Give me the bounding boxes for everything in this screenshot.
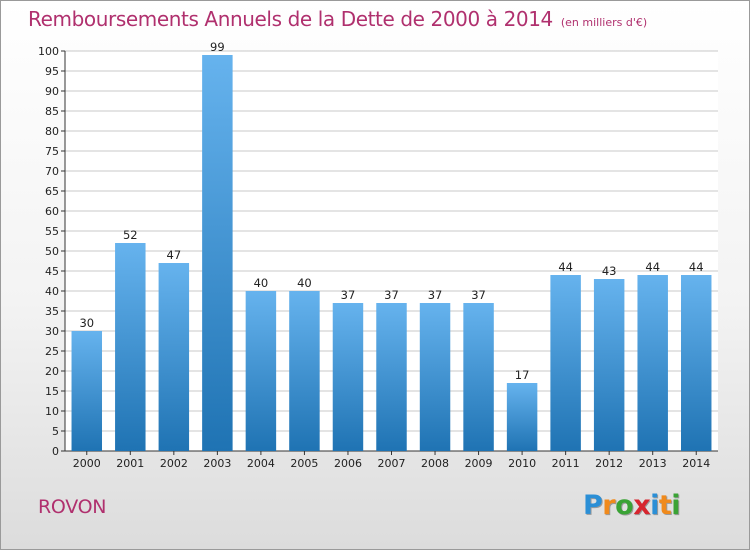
x-tick-label: 2008 [421,457,449,470]
bar-value-label: 43 [602,264,617,278]
logo-word: Proxiti [583,490,681,521]
y-tick-label: 80 [45,125,59,138]
logo-shadow: Proxiti [584,491,682,522]
bar-value-label: 44 [689,260,704,274]
x-tick-label: 2002 [160,457,188,470]
bar-value-label: 37 [428,288,443,302]
x-tick-label: 2011 [552,457,580,470]
bar-value-label: 40 [297,276,312,290]
chart-title: Remboursements Annuels de la Dette de 20… [28,7,553,31]
x-tick-label: 2003 [203,457,231,470]
y-tick-label: 10 [45,405,59,418]
x-tick-label: 2001 [116,457,144,470]
logo-letter: x [633,490,651,521]
bar-value-label: 44 [558,260,573,274]
logo-letter: t [658,490,672,521]
bar [593,279,625,451]
bar-value-label: 17 [515,368,530,382]
y-tick-label: 50 [45,245,59,258]
y-tick-label: 70 [45,165,59,178]
y-tick-label: 0 [52,445,59,458]
logo-letter: P [583,490,603,521]
logo-letter: o [615,490,634,521]
x-tick-label: 2004 [247,457,275,470]
x-tick-label: 2009 [465,457,493,470]
proxiti-logo[interactable]: Proxiti Proxiti [583,490,682,522]
logo-letter: i [650,490,659,521]
commune-name: ROVON [38,496,107,518]
bar [115,243,146,451]
bar [550,275,581,451]
y-tick-label: 40 [45,285,59,298]
bar-value-label: 40 [254,276,269,290]
bar [506,383,538,451]
y-tick-label: 90 [45,85,59,98]
bar [245,291,277,451]
x-tick-label: 2013 [639,457,667,470]
y-tick-label: 85 [45,105,59,118]
x-tick-label: 2010 [508,457,536,470]
bar-value-label: 37 [341,288,356,302]
y-tick-label: 15 [45,385,59,398]
bar-value-label: 47 [167,248,182,262]
y-tick-label: 95 [45,65,59,78]
chart-unit: (en milliers d'€) [560,16,648,29]
y-tick-label: 60 [45,205,59,218]
logo-letter: r [602,490,616,521]
bar [289,291,320,451]
bar [202,55,233,451]
bar-value-label: 52 [123,228,138,242]
y-tick-label: 75 [45,145,59,158]
x-tick-label: 2005 [290,457,318,470]
x-tick-label: 2014 [682,457,710,470]
bar [680,275,712,451]
y-tick-label: 25 [45,345,59,358]
y-tick-label: 5 [52,425,59,438]
chart-title-row: Remboursements Annuels de la Dette de 20… [28,7,647,31]
x-tick-label: 2012 [595,457,623,470]
bar [637,275,668,451]
x-tick-label: 2000 [73,457,101,470]
x-tick-label: 2007 [378,457,406,470]
bar-value-label: 44 [645,260,660,274]
y-tick-label: 55 [45,225,59,238]
bar [376,303,407,451]
bar [332,303,364,451]
y-tick-label: 30 [45,325,59,338]
bar [71,331,103,451]
y-tick-label: 100 [38,45,59,58]
bar [419,303,451,451]
bar-value-label: 30 [79,316,94,330]
bar-value-label: 99 [210,40,225,54]
y-tick-label: 35 [45,305,59,318]
bar [158,263,190,451]
bar-value-label: 37 [471,288,486,302]
logo-letter: i [671,490,681,521]
bar [463,303,494,451]
y-tick-label: 20 [45,365,59,378]
bar-value-label: 37 [384,288,399,302]
y-tick-label: 45 [45,265,59,278]
y-tick-label: 65 [45,185,59,198]
x-tick-label: 2006 [334,457,362,470]
